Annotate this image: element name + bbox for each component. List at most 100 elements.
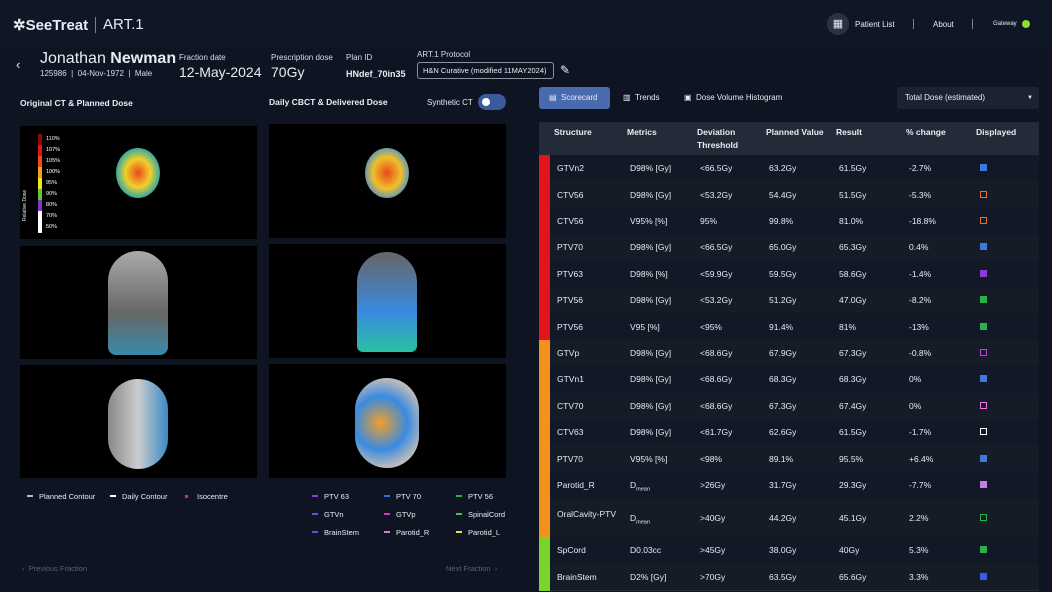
display-toggle[interactable] bbox=[980, 164, 987, 172]
cell-change: -8.2% bbox=[909, 295, 932, 306]
patient-info: 125986 | 04-Nov-1972 | Male bbox=[40, 69, 153, 78]
table-row: PTV70 V95% [%] <98% 89.1% 95.5% +6.4% bbox=[539, 445, 1039, 473]
tab-label: Trends bbox=[635, 93, 660, 102]
cell-metric: V95% [%] bbox=[630, 453, 668, 464]
cell-threshold: <59.9Gy bbox=[700, 268, 733, 279]
cell-planned: 99.8% bbox=[769, 215, 794, 226]
back-button[interactable]: ‹ bbox=[16, 57, 21, 72]
display-toggle[interactable] bbox=[980, 546, 987, 554]
edit-icon[interactable]: ✎ bbox=[560, 63, 571, 77]
column-header: Deviation Threshold bbox=[697, 127, 739, 150]
cell-planned: 63.5Gy bbox=[769, 571, 797, 582]
select-label: Total Dose (estimated) bbox=[905, 93, 986, 102]
next-button[interactable]: Next Fraction › bbox=[446, 564, 498, 573]
cell-metric: V95 [%] bbox=[630, 321, 660, 332]
cell-result: 45.1Gy bbox=[839, 512, 867, 523]
plan-id: HNdef_70in35 bbox=[346, 69, 406, 79]
display-toggle[interactable] bbox=[980, 190, 987, 198]
cell-change: 2.2% bbox=[909, 512, 929, 523]
display-toggle[interactable] bbox=[980, 513, 987, 521]
toggle[interactable] bbox=[478, 94, 506, 110]
cell-result: 58.6Gy bbox=[839, 268, 867, 279]
tab[interactable]: ▥ Trends bbox=[623, 93, 660, 102]
cell-metric: D2% [Gy] bbox=[630, 571, 667, 582]
cell-metric: D98% [Gy] bbox=[630, 242, 672, 253]
cell-planned: 68.3Gy bbox=[769, 374, 797, 385]
legend-label: PTV 63 bbox=[324, 492, 350, 501]
scale-label: 50% bbox=[46, 224, 58, 230]
nav-link[interactable]: Patient List bbox=[855, 20, 895, 29]
scale-label: 105% bbox=[46, 158, 61, 164]
cell-planned: 67.3Gy bbox=[769, 400, 797, 411]
status-bar bbox=[539, 207, 550, 236]
cell-change: -1.4% bbox=[909, 268, 932, 279]
anatomy bbox=[108, 251, 168, 355]
cell-structure: GTVn1 bbox=[557, 374, 584, 385]
divider bbox=[913, 19, 914, 29]
dose-select[interactable]: Total Dose (estimated) ▼ bbox=[897, 87, 1039, 109]
display-toggle[interactable] bbox=[980, 375, 987, 383]
top-bar bbox=[0, 0, 1052, 48]
display-toggle[interactable] bbox=[980, 243, 987, 251]
first-name: Jonathan bbox=[40, 50, 106, 67]
cell-structure: CTV56 bbox=[557, 215, 584, 226]
scale-segment bbox=[38, 134, 42, 145]
cell-result: 51.5Gy bbox=[839, 189, 867, 200]
prev-button[interactable]: ‹ Previous Fraction bbox=[22, 564, 88, 573]
cell-change: -7.7% bbox=[909, 479, 932, 490]
scale-title: Relative Dose bbox=[22, 189, 28, 221]
scale-label: 110% bbox=[46, 136, 60, 142]
status-bar bbox=[539, 366, 550, 394]
calendar-icon[interactable]: ▦ bbox=[827, 13, 849, 35]
tab[interactable]: ▣ Dose Volume Histogram bbox=[684, 93, 783, 102]
legend-label: BrainStem bbox=[324, 528, 360, 537]
status-bar bbox=[539, 234, 550, 262]
scan-image bbox=[20, 365, 257, 478]
patient-id: 125986 bbox=[40, 69, 67, 78]
cell-metric: D98% [Gy] bbox=[630, 347, 672, 358]
cell-change: 0% bbox=[909, 400, 922, 411]
display-toggle[interactable] bbox=[980, 216, 987, 224]
cell-metric: D0.03cc bbox=[630, 545, 662, 556]
scale-label: 80% bbox=[46, 202, 58, 208]
cell-change: -0.8% bbox=[909, 347, 932, 358]
legend-label: Daily Contour bbox=[122, 492, 168, 501]
table-header: Structure Metrics Deviation Threshold Plann… bbox=[539, 122, 1039, 155]
display-toggle[interactable] bbox=[980, 322, 987, 330]
nav-link[interactable]: About bbox=[933, 20, 954, 29]
cell-change: 5.3% bbox=[909, 545, 929, 556]
display-toggle[interactable] bbox=[980, 401, 987, 409]
cell-result: 67.3Gy bbox=[839, 347, 867, 358]
scan-image: 110% 107% 105% 100% 95% 90% 80% 70% 50% Relative … bbox=[20, 126, 257, 239]
cell-change: -1.7% bbox=[909, 427, 932, 438]
anatomy bbox=[355, 378, 419, 468]
cell-structure: PTV70 bbox=[557, 242, 583, 253]
protocol-select[interactable]: H&N Curative (modified 11MAY2024) bbox=[417, 62, 554, 79]
legend-swatch bbox=[384, 531, 390, 533]
display-toggle[interactable] bbox=[980, 454, 987, 462]
display-toggle[interactable] bbox=[980, 428, 987, 436]
scale-segment bbox=[38, 145, 42, 156]
display-toggle[interactable] bbox=[980, 480, 987, 488]
legend-swatch bbox=[27, 495, 33, 497]
cell-result: 65.3Gy bbox=[839, 242, 867, 253]
table-row: OralCavity-PTV Dmean >40Gy 44.2Gy 45.1Gy 2.2% bbox=[539, 498, 1039, 539]
gateway: Gateway bbox=[993, 21, 1017, 27]
cell-planned: 54.4Gy bbox=[769, 189, 797, 200]
label: Fraction date bbox=[179, 53, 226, 62]
display-toggle[interactable] bbox=[980, 348, 987, 356]
status-dot bbox=[1022, 20, 1030, 28]
display-toggle[interactable] bbox=[980, 296, 987, 304]
legend-label: Parotid_L bbox=[468, 528, 501, 537]
display-toggle[interactable] bbox=[980, 269, 987, 277]
scale-segment bbox=[38, 178, 42, 189]
logo-text: SeeTreat bbox=[25, 17, 89, 34]
tab-active[interactable] bbox=[539, 87, 610, 109]
cell-planned: 67.9Gy bbox=[769, 347, 797, 358]
divider bbox=[972, 19, 973, 29]
tab[interactable]: ▤ Scorecard bbox=[549, 93, 598, 102]
cell-change: 3.3% bbox=[909, 571, 929, 582]
cell-change: -13% bbox=[909, 321, 929, 332]
display-toggle[interactable] bbox=[980, 572, 987, 580]
cell-structure: GTVp bbox=[557, 347, 580, 358]
